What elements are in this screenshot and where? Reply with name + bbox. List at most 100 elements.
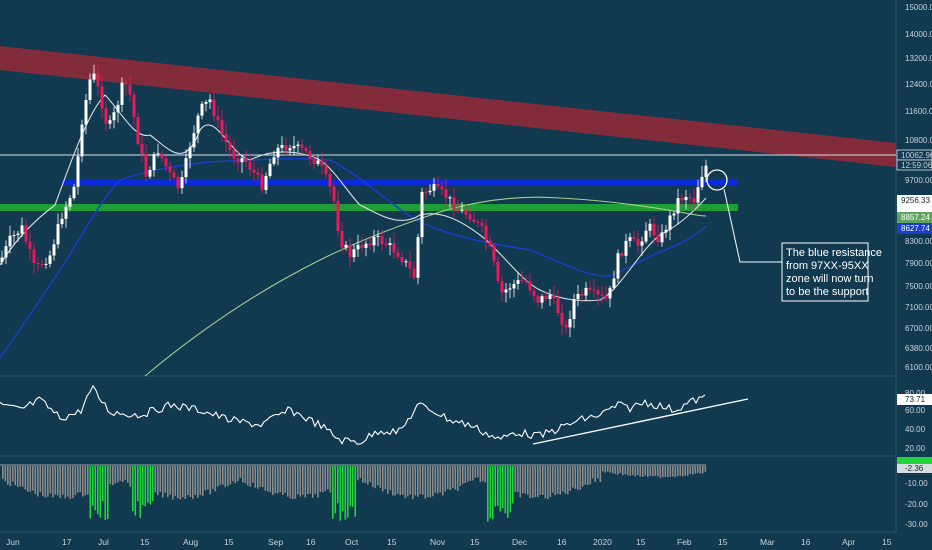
macd-bar bbox=[509, 466, 512, 513]
macd-bar bbox=[49, 466, 52, 494]
macd-bar bbox=[657, 466, 659, 477]
macd-bar bbox=[202, 466, 204, 496]
macd-axis[interactable]: -2.36 -10.00 -20.00 -30.00 bbox=[897, 457, 932, 529]
candle-body bbox=[116, 104, 120, 113]
macd-bar bbox=[332, 466, 334, 519]
candle-body bbox=[640, 241, 644, 246]
candle-body bbox=[72, 186, 76, 199]
candle-body bbox=[308, 151, 312, 159]
candle-body bbox=[404, 261, 408, 263]
candle-body bbox=[456, 210, 460, 212]
macd-bar bbox=[237, 466, 239, 482]
macd-bar bbox=[574, 466, 577, 489]
macd-bar bbox=[284, 466, 287, 493]
macd-bar bbox=[234, 466, 237, 484]
ma-label-box bbox=[897, 223, 932, 234]
rsi-tick: 60.00 bbox=[905, 406, 926, 415]
rsi-axis[interactable]: 80.00 73.71 60.00 40.00 20.00 bbox=[897, 389, 932, 453]
macd-bar bbox=[287, 466, 289, 497]
macd-bar bbox=[582, 466, 584, 487]
macd-bar bbox=[497, 466, 499, 506]
descending-resistance-band[interactable] bbox=[0, 46, 896, 167]
macd-bar bbox=[504, 466, 507, 514]
blue-support-zone[interactable] bbox=[62, 179, 738, 185]
macd-bar bbox=[134, 466, 137, 516]
macd-bar bbox=[272, 466, 274, 496]
macd-bar bbox=[37, 466, 39, 497]
macd-bar bbox=[229, 466, 232, 485]
candle-body bbox=[80, 124, 84, 157]
price-tick: 7900.00 bbox=[905, 259, 932, 268]
macd-bar bbox=[669, 466, 672, 477]
macd-bar bbox=[39, 466, 42, 493]
macd-bar bbox=[364, 466, 367, 483]
macd-bar bbox=[17, 466, 19, 487]
macd-bar bbox=[314, 466, 317, 494]
macd-bar bbox=[529, 466, 532, 499]
candle-body bbox=[596, 290, 600, 295]
price-candles bbox=[0, 64, 708, 338]
macd-bar bbox=[82, 466, 84, 497]
price-tick: 6700.00 bbox=[905, 324, 932, 333]
candle-body bbox=[280, 145, 284, 148]
price-tick: 13200.00 bbox=[905, 54, 932, 63]
candle-body bbox=[56, 224, 60, 245]
green-support-zone[interactable] bbox=[0, 204, 738, 211]
macd-bar bbox=[362, 466, 364, 483]
candle-body bbox=[4, 246, 8, 258]
macd-bar bbox=[92, 466, 94, 507]
macd-bar bbox=[27, 466, 29, 492]
candle-body bbox=[136, 117, 140, 144]
macd-bar bbox=[99, 466, 102, 518]
macd-bar bbox=[632, 466, 634, 475]
candle-body bbox=[580, 294, 584, 296]
macd-bar bbox=[704, 466, 707, 472]
rsi-trendline[interactable] bbox=[532, 398, 749, 445]
candle-body bbox=[548, 295, 552, 299]
price-axis[interactable]: 15000.00 14000.00 13200.00 12400.00 1160… bbox=[896, 3, 932, 372]
time-axis[interactable]: Jun 17 Jul 15 Aug 15 Sep 16 Oct 15 Nov 1… bbox=[6, 537, 892, 547]
ma-label: 8627.74 bbox=[901, 224, 930, 233]
candle-body bbox=[24, 225, 28, 242]
macd-bar bbox=[334, 466, 337, 514]
candle-body bbox=[160, 153, 164, 159]
macd-bar bbox=[102, 466, 104, 502]
macd-bar bbox=[197, 466, 199, 498]
macd-bar bbox=[357, 466, 359, 481]
candle-body bbox=[540, 296, 544, 303]
macd-bar bbox=[319, 466, 322, 493]
macd-bar bbox=[177, 466, 179, 499]
time-label: Apr bbox=[842, 537, 855, 547]
candle-body bbox=[692, 198, 696, 203]
macd-bar bbox=[87, 466, 89, 495]
macd-bar bbox=[374, 466, 377, 489]
time-label: Nov bbox=[430, 537, 446, 547]
macd-bar bbox=[467, 466, 469, 482]
candle-body bbox=[196, 115, 200, 134]
macd-bar bbox=[264, 466, 267, 491]
macd-bar bbox=[404, 466, 407, 498]
macd-bar bbox=[629, 466, 632, 476]
macd-bar bbox=[399, 466, 402, 496]
candle-body bbox=[100, 86, 104, 109]
macd-bar bbox=[254, 466, 257, 488]
rsi-tick: 20.00 bbox=[905, 444, 926, 453]
macd-bar bbox=[14, 466, 17, 486]
candle-body bbox=[664, 229, 668, 233]
candle-body bbox=[208, 99, 212, 102]
time-label: 17 bbox=[62, 537, 72, 547]
macd-bar bbox=[644, 466, 647, 476]
macd-bar bbox=[402, 466, 404, 495]
macd-bar bbox=[302, 466, 304, 495]
candle-body bbox=[320, 160, 324, 166]
macd-bar bbox=[74, 466, 77, 496]
macd-bar bbox=[517, 466, 519, 492]
macd-bar bbox=[152, 466, 154, 502]
rsi-value-label: 73.71 bbox=[905, 395, 926, 404]
macd-histogram bbox=[2, 466, 707, 522]
macd-bar bbox=[694, 466, 697, 474]
time-label: 16 bbox=[801, 537, 811, 547]
macd-bar bbox=[67, 466, 69, 497]
macd-bar bbox=[692, 466, 694, 475]
